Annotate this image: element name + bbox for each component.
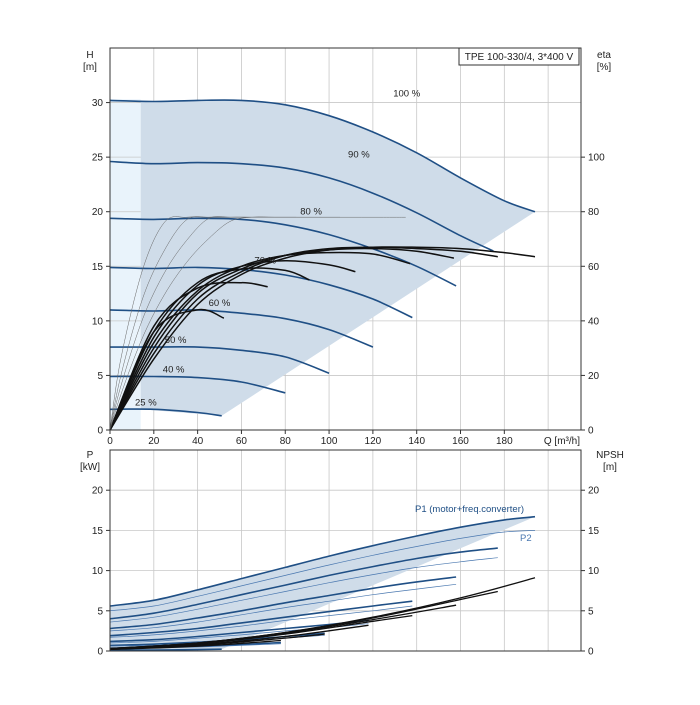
y-tick-label: 15	[92, 262, 104, 273]
y2-tick-label: 20	[588, 371, 600, 382]
p2-curve	[109, 605, 413, 638]
head-operating-area	[140, 100, 535, 416]
flow-axis-label: Q [m³/h]	[544, 436, 580, 447]
efficiency-curve	[109, 281, 268, 431]
p-tick-label: 10	[92, 566, 104, 577]
npsh-axis-unit: [m]	[603, 462, 617, 473]
speed-curve-label: 60 %	[209, 298, 231, 309]
y2-tick-label: 80	[588, 207, 600, 218]
speed-curve-label: 50 %	[165, 335, 187, 346]
y-tick-label: 5	[97, 371, 103, 382]
p2-series-label: P2	[520, 533, 532, 544]
x-tick-label: 80	[280, 436, 292, 447]
x-tick-label: 160	[452, 436, 469, 447]
p1-curve	[109, 619, 369, 643]
power-axis-unit: [kW]	[80, 462, 100, 473]
x-tick-label: 20	[148, 436, 160, 447]
min-flow-strip	[110, 99, 141, 430]
speed-curve	[109, 266, 413, 319]
p-tick-label: 20	[92, 486, 104, 497]
p1-curve	[109, 576, 457, 630]
power-operating-area	[110, 516, 535, 651]
p2-curve	[109, 557, 498, 623]
y2-tick-label: 40	[588, 316, 600, 327]
p-tick-label: 15	[92, 526, 104, 537]
p2-curve	[109, 583, 457, 632]
p1-curve	[109, 648, 222, 651]
title-box	[458, 47, 580, 66]
efficiency-curve	[109, 308, 225, 431]
head-axis-unit: [m]	[83, 62, 97, 73]
speed-curve	[109, 160, 494, 252]
npsh-tick-label: 10	[588, 566, 600, 577]
power-axis-label: P	[87, 450, 94, 461]
p-tick-label: 0	[97, 647, 103, 658]
y2-tick-label: 60	[588, 262, 600, 273]
speed-curve	[109, 408, 222, 417]
reference-curve	[109, 216, 406, 431]
y-tick-label: 30	[92, 98, 104, 109]
y-tick-label: 20	[92, 207, 104, 218]
npsh-curve	[109, 639, 281, 651]
head-axis-label: H	[86, 50, 93, 61]
speed-curve	[109, 346, 330, 374]
npsh-curve	[109, 614, 413, 650]
speed-curve	[109, 99, 536, 213]
x-tick-label: 180	[496, 436, 513, 447]
p1-curve	[109, 600, 413, 637]
p1-series-label: P1 (motor+freq.converter)	[415, 504, 524, 515]
eta-axis-label: eta	[597, 50, 611, 61]
y2-tick-label: 0	[588, 426, 594, 437]
speed-curve-label: 25 %	[135, 397, 157, 408]
head-panel-frame	[109, 47, 582, 431]
x-tick-label: 60	[236, 436, 248, 447]
y-tick-label: 0	[97, 426, 103, 437]
speed-curve-label: 70 %	[254, 255, 276, 266]
y-tick-label: 10	[92, 316, 104, 327]
speed-curve	[109, 217, 457, 287]
efficiency-curve	[109, 251, 411, 431]
y-tick-label: 25	[92, 153, 104, 164]
efficiency-curve	[109, 260, 356, 431]
speed-curve-label: 90 %	[348, 150, 370, 161]
p2-curve	[109, 530, 536, 612]
speed-curve-label: 80 %	[300, 206, 322, 217]
x-tick-label: 140	[408, 436, 425, 447]
npsh-axis-label: NPSH	[596, 450, 624, 461]
p1-curve	[109, 515, 536, 607]
npsh-tick-label: 0	[588, 647, 594, 658]
y2-tick-label: 100	[588, 153, 605, 164]
x-tick-label: 100	[321, 436, 338, 447]
eta-axis-unit: [%]	[597, 62, 612, 73]
npsh-tick-label: 20	[588, 486, 600, 497]
speed-curve-label: 40 %	[163, 365, 185, 376]
x-tick-label: 40	[192, 436, 204, 447]
npsh-tick-label: 15	[588, 526, 600, 537]
x-tick-label: 120	[365, 436, 382, 447]
chart-title: TPE 100-330/4, 3*400 V	[465, 52, 574, 63]
npsh-tick-label: 5	[588, 606, 594, 617]
speed-curve	[109, 309, 374, 348]
p1-curve	[109, 547, 498, 620]
p-tick-label: 5	[97, 606, 103, 617]
power-panel-frame	[109, 449, 582, 652]
speed-curve-label: 100 %	[393, 88, 420, 99]
x-tick-label: 0	[107, 436, 113, 447]
